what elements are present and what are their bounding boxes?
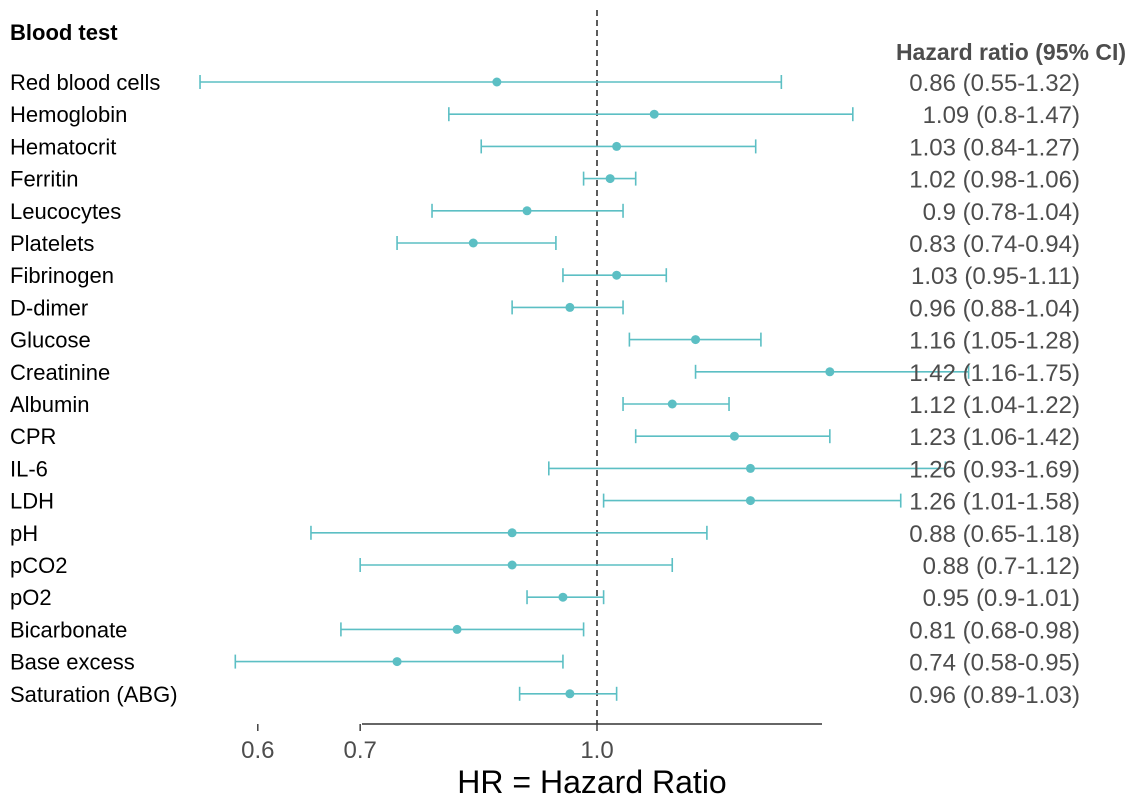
x-axis-label: HR = Hazard Ratio xyxy=(457,764,726,800)
row-label: pH xyxy=(10,521,38,546)
ci-text: 1.16 (1.05-1.28) xyxy=(909,328,1080,355)
hr-point xyxy=(507,560,517,570)
ci-text: 1.03 (0.84-1.27) xyxy=(909,134,1080,161)
hr-point xyxy=(825,367,835,377)
hr-point xyxy=(667,399,677,409)
row-label: Leucocytes xyxy=(10,199,121,224)
ci-text: 0.9 (0.78-1.04) xyxy=(923,199,1080,226)
hr-point xyxy=(507,528,517,538)
hr-point xyxy=(558,592,568,602)
plot-area: Red blood cells 0.86 (0.55-1.32) Hemoglobi… xyxy=(10,10,1080,724)
hr-point xyxy=(565,302,575,312)
hr-point xyxy=(605,174,615,184)
ci-text: 1.03 (0.95-1.11) xyxy=(911,263,1080,290)
hr-point xyxy=(612,141,622,151)
row-label: Bicarbonate xyxy=(10,617,127,642)
row-label: Ferritin xyxy=(10,167,78,192)
row-label: Platelets xyxy=(10,231,94,256)
hr-point xyxy=(468,238,478,248)
x-axis-ticks: 0.6 0.7 1.0 xyxy=(241,724,614,764)
ci-text: 0.86 (0.55-1.32) xyxy=(909,70,1080,97)
hr-point xyxy=(649,109,659,119)
row-label: Creatinine xyxy=(10,360,110,385)
ci-text: 1.42 (1.16-1.75) xyxy=(909,360,1080,387)
ci-column-header: Hazard ratio (95% CI) xyxy=(896,39,1126,65)
row-label: D-dimer xyxy=(10,295,88,320)
hr-point xyxy=(612,270,622,280)
ci-text: 0.83 (0.74-0.94) xyxy=(909,231,1080,258)
row-label: CPR xyxy=(10,424,56,449)
row-label: Saturation (ABG) xyxy=(10,682,178,707)
ci-text: 0.81 (0.68-0.98) xyxy=(909,617,1080,644)
row-label: Hemoglobin xyxy=(10,102,127,127)
hr-point xyxy=(745,463,755,473)
x-tick-label: 0.6 xyxy=(241,737,274,764)
x-tick-label: 1.0 xyxy=(580,737,613,764)
ci-text: 0.88 (0.7-1.12) xyxy=(923,553,1080,580)
row-label: pO2 xyxy=(10,585,52,610)
ci-text: 0.96 (0.88-1.04) xyxy=(909,295,1080,322)
row-label: Glucose xyxy=(10,328,91,353)
ci-text: 0.96 (0.89-1.03) xyxy=(909,682,1080,709)
ci-text: 1.02 (0.98-1.06) xyxy=(909,167,1080,194)
ci-text: 0.88 (0.65-1.18) xyxy=(909,521,1080,548)
ci-text: 1.26 (1.01-1.58) xyxy=(909,489,1080,516)
row-label: LDH xyxy=(10,489,54,514)
ci-text: 0.95 (0.9-1.01) xyxy=(923,585,1080,612)
ci-text: 1.09 (0.8-1.47) xyxy=(923,102,1080,129)
ci-text: 0.74 (0.58-0.95) xyxy=(909,650,1080,677)
row-label: pCO2 xyxy=(10,553,67,578)
row-label: IL-6 xyxy=(10,456,48,481)
ci-text: 1.23 (1.06-1.42) xyxy=(909,424,1080,451)
hr-point xyxy=(492,77,502,87)
hr-point xyxy=(691,335,701,345)
hr-point xyxy=(522,206,532,216)
ci-text: 1.12 (1.04-1.22) xyxy=(909,392,1080,419)
hr-point xyxy=(565,689,575,699)
ci-text: 1.26 (0.93-1.69) xyxy=(909,456,1080,483)
row-label: Albumin xyxy=(10,392,89,417)
row-label: Fibrinogen xyxy=(10,263,114,288)
hr-point xyxy=(729,431,739,441)
hr-point xyxy=(745,496,755,506)
row-label: Hematocrit xyxy=(10,134,116,159)
row-label: Red blood cells xyxy=(10,70,160,95)
row-label: Base excess xyxy=(10,650,135,675)
hr-point xyxy=(392,657,402,667)
x-tick-label: 0.7 xyxy=(343,737,376,764)
column-header: Blood test xyxy=(10,20,118,45)
hr-point xyxy=(452,624,462,634)
